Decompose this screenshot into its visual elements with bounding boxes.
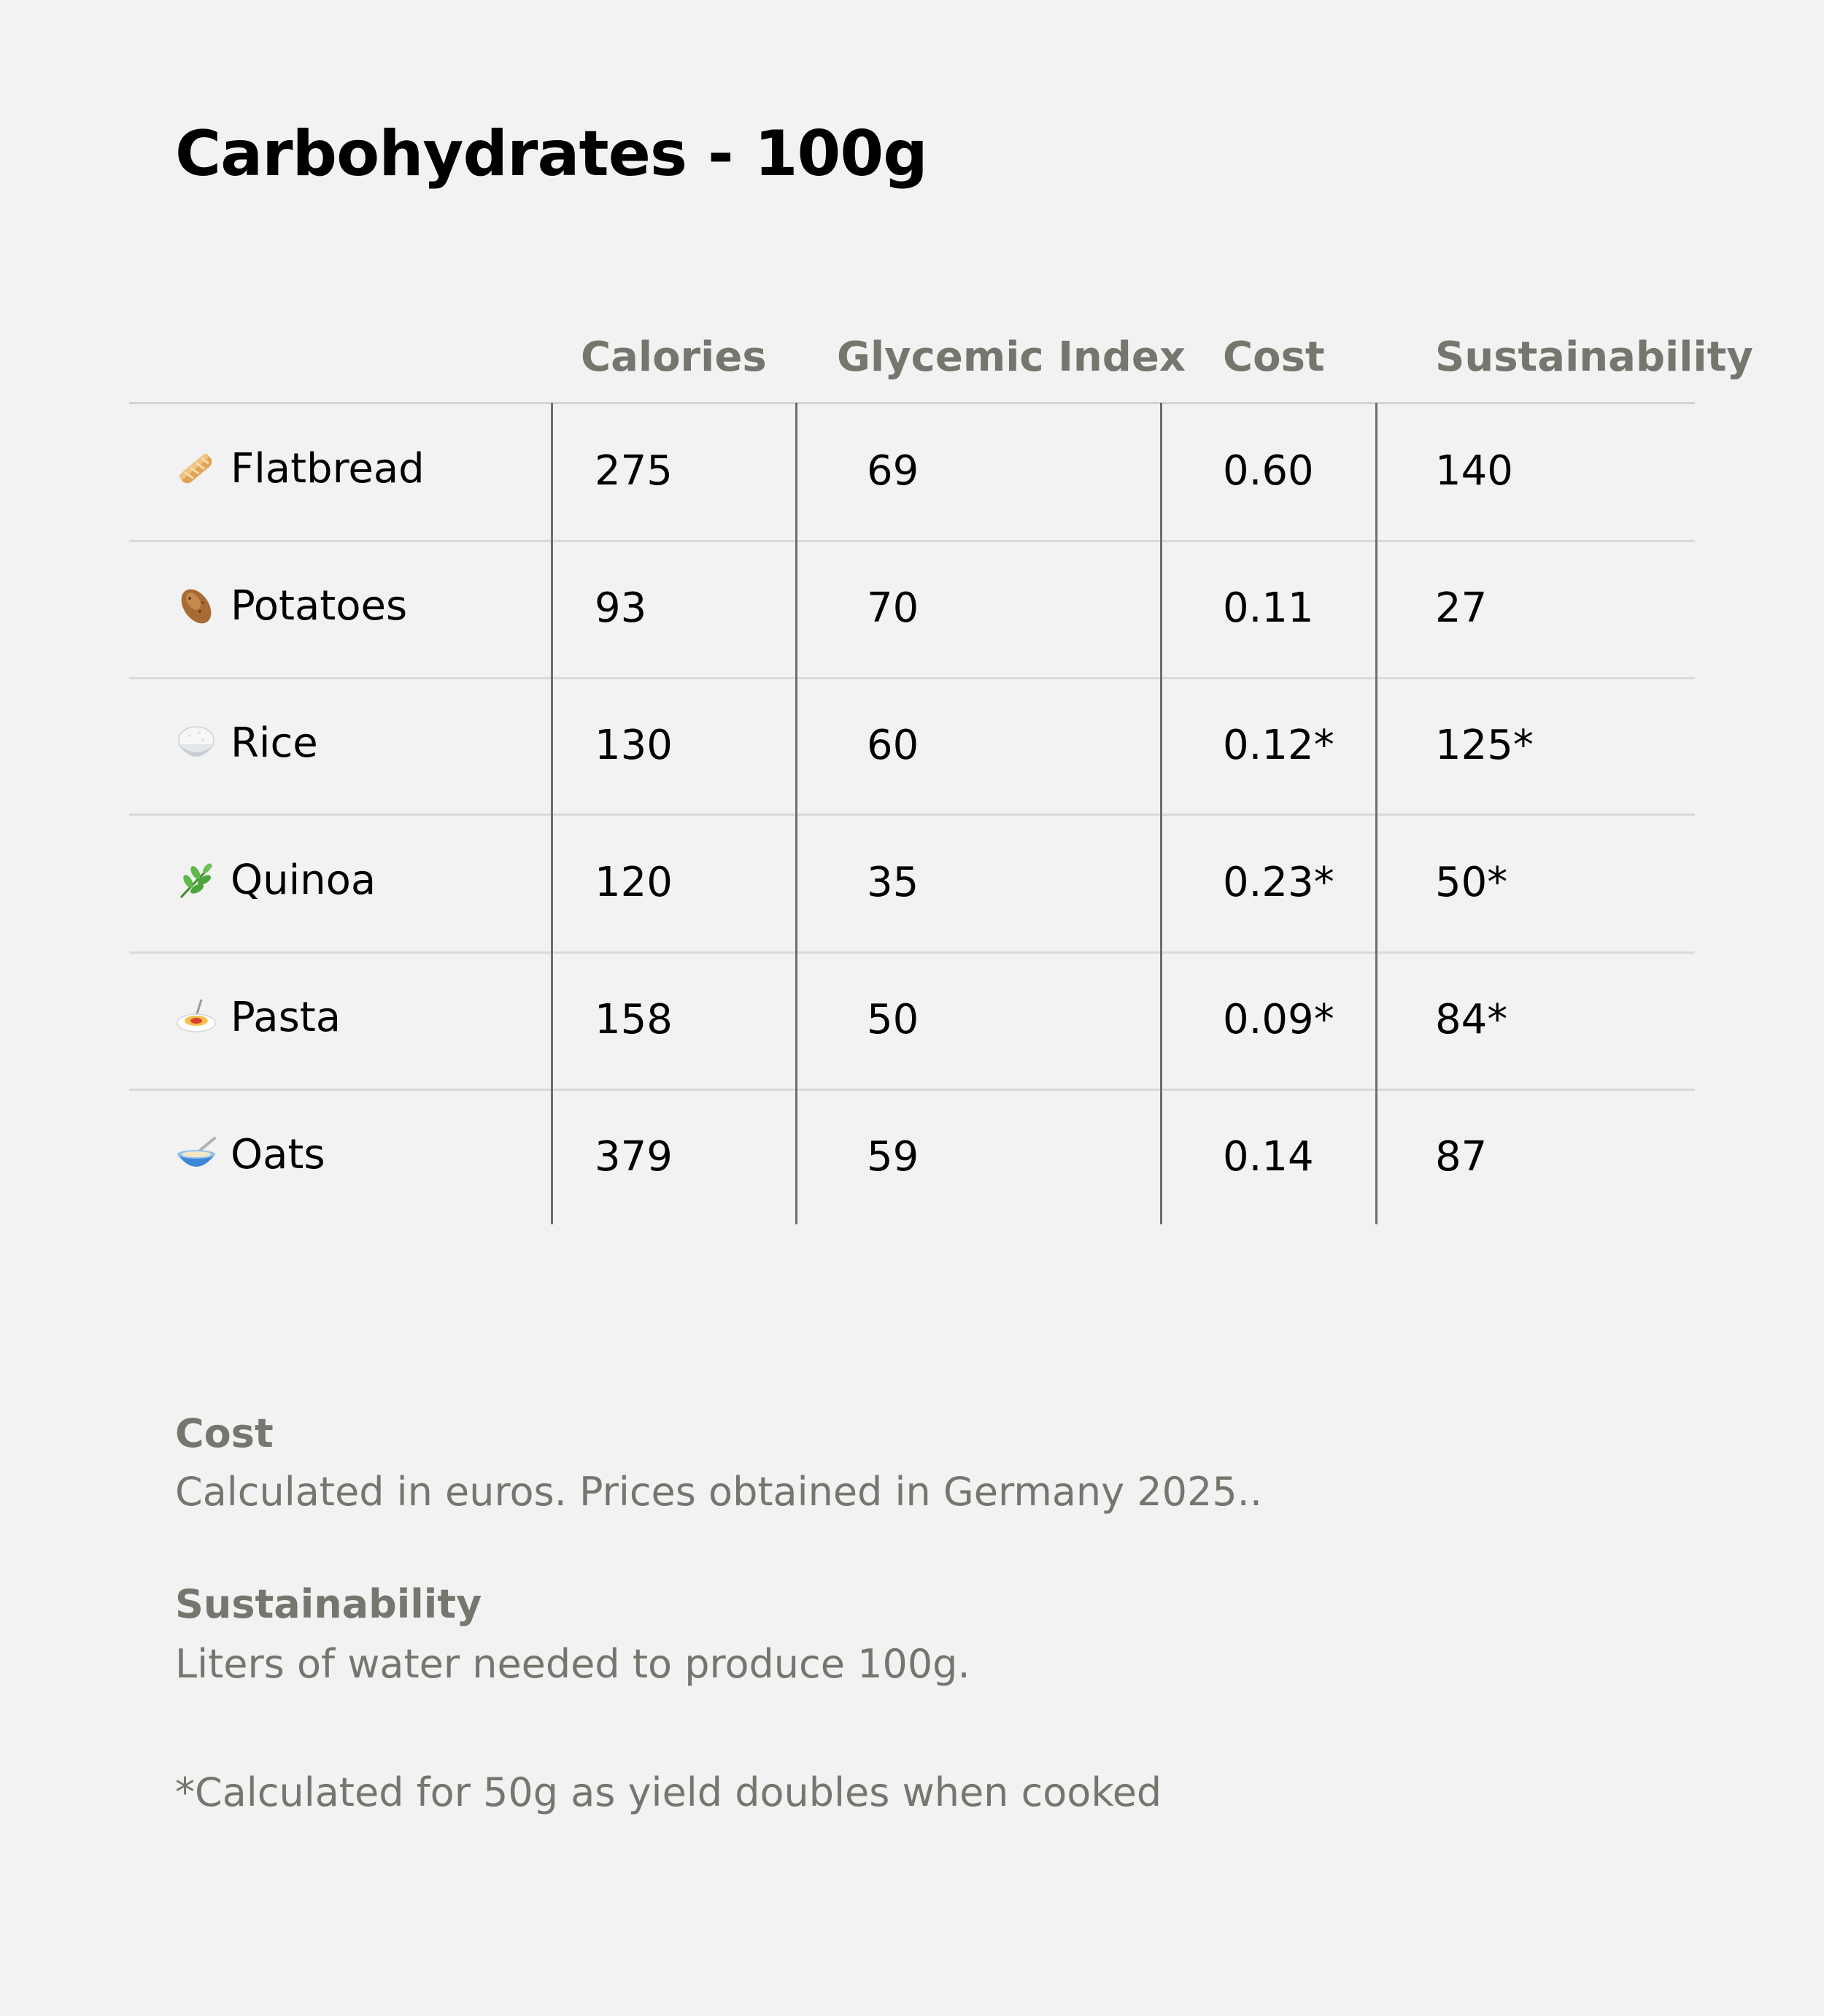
sustainability-value: 140 [1435,447,1513,495]
glycemic-index-value: 35 [867,859,919,906]
sustainability-note-title: Sustainability [175,1581,482,1627]
food-name: Pasta [231,994,341,1041]
sustainability-value: 87 [1435,1133,1488,1181]
food-name: Flatbread [231,445,425,493]
cost-note-title: Cost [175,1410,274,1456]
food-name: Potatoes [231,582,408,630]
cost-value: 0.11 [1223,584,1314,632]
table-row-label: Flatbread [175,448,425,490]
spaghetti-icon [175,997,217,1039]
glycemic-index-value: 59 [867,1133,919,1181]
food-name: Oats [231,1131,325,1178]
cost-value: 0.12* [1223,722,1334,769]
glycemic-index-value: 60 [867,722,919,769]
column-divider [1375,403,1377,1224]
table-row-label: Oats [175,1134,325,1176]
cost-value: 0.09* [1223,996,1334,1043]
calories-value: 120 [595,859,673,906]
rice-bowl-icon [175,722,217,765]
glycemic-index-value: 70 [867,584,919,632]
row-divider [129,540,1695,542]
column-divider [1160,403,1162,1224]
column-header-calories: Calories [581,333,767,381]
cost-value: 0.60 [1223,447,1314,495]
row-divider [129,951,1695,954]
column-divider [795,403,797,1224]
calories-value: 93 [595,584,647,632]
food-name: Rice [231,719,318,767]
table-row-label: Pasta [175,997,341,1039]
sustainability-note-text: Liters of water needed to produce 100g. [175,1641,970,1687]
calories-value: 130 [595,722,673,769]
header-divider [129,402,1695,404]
column-header-sustainability: Sustainability [1435,333,1753,381]
glycemic-index-value: 50 [867,996,919,1043]
row-divider [129,1089,1695,1091]
bowl-with-spoon-icon [175,1134,217,1176]
cost-note-text: Calculated in euros. Prices obtained in … [175,1469,1263,1515]
row-divider [129,814,1695,816]
food-name: Quinoa [231,857,376,904]
table-row-label: Quinoa [175,860,376,902]
calories-value: 379 [595,1133,673,1181]
sustainability-value: 125* [1435,722,1534,769]
sustainability-value: 84* [1435,996,1508,1043]
footnote: *Calculated for 50g as yield doubles whe… [175,1769,1162,1815]
glycemic-index-value: 69 [867,447,919,495]
column-header-glycemic-index: Glycemic Index [837,333,1186,381]
cost-value: 0.23* [1223,859,1334,906]
table-row-label: Rice [175,722,318,765]
page-title: Carbohydrates - 100g [175,117,928,190]
sustainability-value: 50* [1435,859,1508,906]
calories-value: 275 [595,447,673,495]
column-header-cost: Cost [1223,333,1325,381]
potato-icon [175,585,217,627]
column-divider [551,403,553,1224]
herb-icon [175,860,217,902]
table-row-label: Potatoes [175,585,407,627]
calories-value: 158 [595,996,673,1043]
row-divider [129,677,1695,679]
cost-value: 0.14 [1223,1133,1314,1181]
baguette-icon [175,448,217,490]
carbohydrates-table: Calories Glycemic Index Cost Sustainabil… [129,333,1753,1224]
sustainability-value: 27 [1435,584,1488,632]
